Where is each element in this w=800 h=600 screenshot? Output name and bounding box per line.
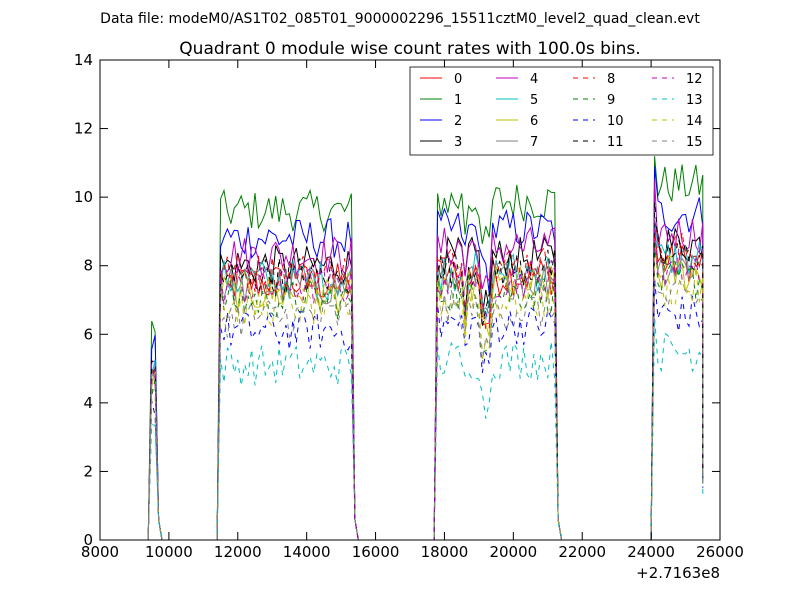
x-tick-label: 24000	[627, 543, 675, 561]
x-tick-label: 16000	[352, 543, 400, 561]
legend-label: 0	[454, 72, 462, 87]
x-tick-label: 18000	[421, 543, 469, 561]
legend-label: 7	[530, 135, 538, 150]
series-line-module-13	[134, 317, 704, 541]
x-axis-offset-label: +2.7163e8	[636, 564, 720, 582]
plot-frame	[99, 59, 721, 541]
y-tick-label: 0	[83, 531, 93, 549]
series-layer	[134, 156, 704, 541]
legend-label: 13	[686, 93, 703, 108]
y-tick-label: 4	[83, 394, 93, 412]
x-tick-label: 14000	[283, 543, 331, 561]
y-tick-label: 10	[74, 188, 93, 206]
legend-label: 10	[607, 114, 624, 129]
legend-label: 8	[607, 72, 615, 87]
y-tick-label: 2	[83, 462, 93, 480]
legend-label: 3	[454, 135, 462, 150]
legend-label: 14	[686, 114, 703, 129]
axis-ticks: 8000 10000 12000 14000 16000 18000 20000 22000 2…	[74, 51, 744, 561]
x-tick-label: 26000	[696, 543, 744, 561]
legend-label: 9	[607, 93, 615, 108]
legend-box	[409, 66, 714, 156]
legend-label: 12	[686, 72, 703, 87]
chart-title: Quadrant 0 module wise count rates with …	[179, 39, 640, 59]
legend-label: 2	[454, 114, 462, 129]
y-tick-label: 6	[83, 325, 93, 343]
legend-label: 15	[686, 135, 703, 150]
legend-label: 5	[530, 93, 538, 108]
x-tick-label: 20000	[489, 543, 537, 561]
x-tick-label: 10000	[145, 543, 193, 561]
data-file-label: Data file: modeM0/AS1T02_085T01_90000022…	[100, 11, 700, 27]
y-tick-label: 8	[83, 257, 93, 275]
x-tick-label: 12000	[214, 543, 262, 561]
legend-label: 6	[530, 114, 538, 129]
legend-label: 1	[454, 93, 462, 108]
y-tick-label: 14	[74, 51, 93, 69]
x-tick-label: 22000	[558, 543, 606, 561]
legend-label: 4	[530, 72, 538, 87]
legend-label: 11	[607, 135, 624, 150]
series-line-module-9	[134, 240, 704, 541]
y-tick-label: 12	[74, 120, 93, 138]
series-line-module-11	[134, 202, 704, 541]
series-line-module-10	[134, 278, 704, 541]
x-tick-label: 8000	[81, 543, 119, 561]
